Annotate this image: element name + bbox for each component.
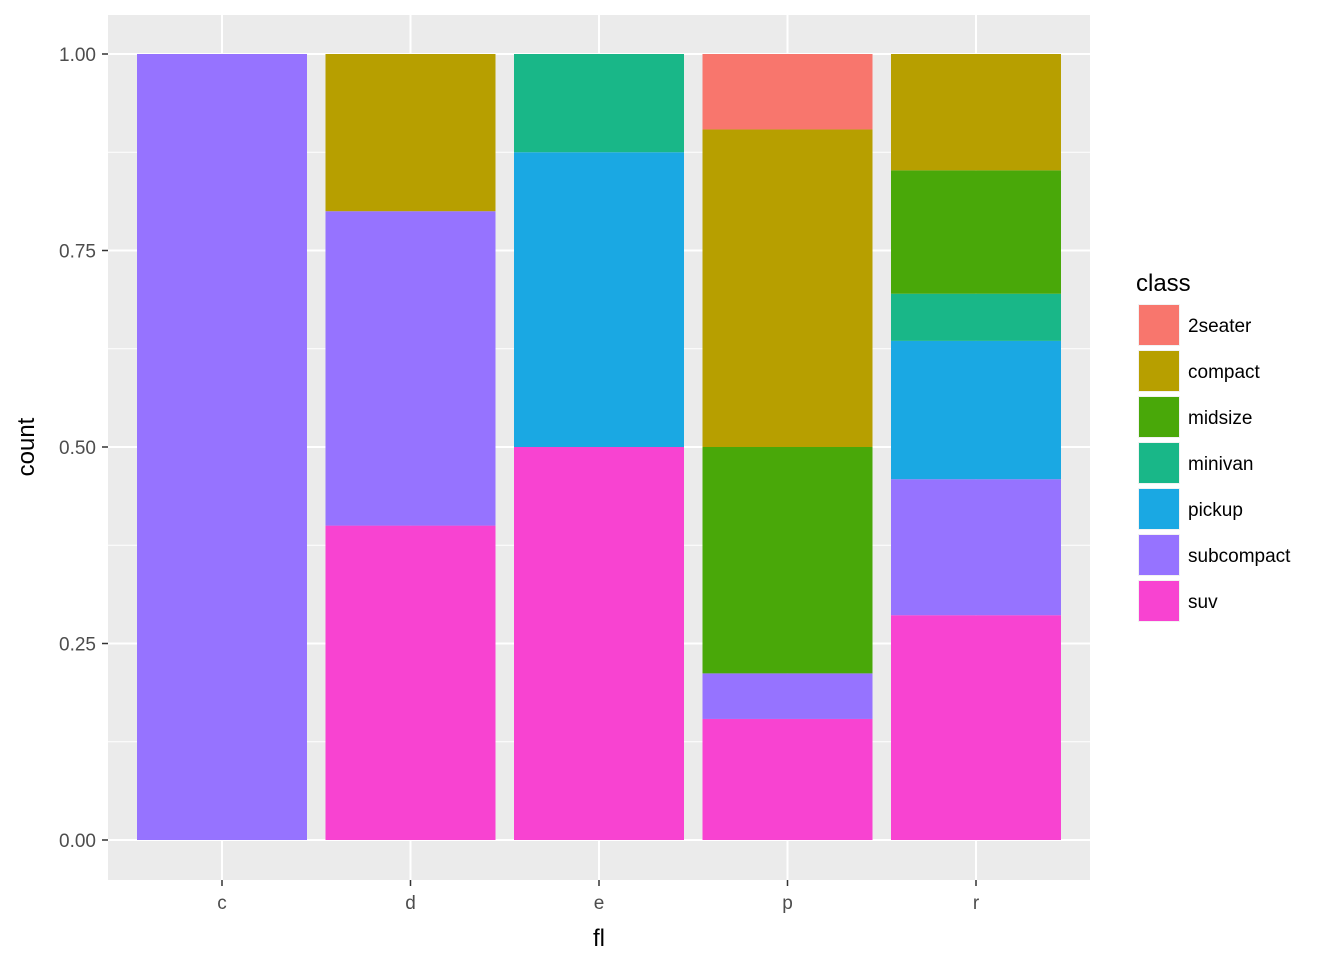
bar-segment-c-subcompact — [137, 54, 307, 840]
y-tick-label: 0.50 — [59, 438, 96, 459]
y-tick-label: 1.00 — [59, 45, 96, 66]
legend-label-2seater: 2seater — [1188, 316, 1252, 337]
bars — [137, 54, 1061, 840]
x-tick-label: e — [594, 893, 605, 914]
y-tick-label: 0.00 — [59, 831, 96, 852]
bar-segment-e-pickup — [514, 152, 684, 447]
y-tick-label: 0.25 — [59, 635, 96, 656]
bar-segment-d-suv — [325, 525, 496, 840]
y-axis-title: count — [13, 417, 40, 476]
bar-segment-d-subcompact — [325, 211, 496, 526]
bar-segment-e-minivan — [514, 54, 684, 153]
x-axis-title: fl — [593, 925, 605, 952]
bar-segment-r-suv — [891, 615, 1061, 840]
legend-swatch-2seater — [1139, 305, 1179, 345]
legend-swatch-midsize — [1139, 397, 1179, 437]
legend-label-subcompact: subcompact — [1188, 546, 1291, 567]
legend-swatch-pickup — [1139, 489, 1179, 529]
x-tick-label: p — [782, 893, 793, 914]
y-axis: 0.00 0.25 0.50 0.75 1.00 — [59, 45, 108, 852]
bar-segment-p-compact — [702, 129, 873, 447]
legend-label-pickup: pickup — [1188, 500, 1243, 521]
bar-segment-p-midsize — [702, 447, 873, 674]
bar-segment-r-pickup — [891, 340, 1061, 480]
legend-title: class — [1136, 270, 1191, 297]
legend-label-minivan: minivan — [1188, 454, 1253, 475]
legend-swatch-suv — [1139, 581, 1179, 621]
legend-swatch-minivan — [1139, 443, 1179, 483]
x-tick-label: d — [405, 893, 416, 914]
legend: class 2seater compact midsize minivan pickup… — [1136, 270, 1291, 622]
bar-segment-p-subcompact — [702, 673, 873, 719]
y-tick-label: 0.75 — [59, 242, 96, 263]
bar-segment-r-minivan — [891, 293, 1061, 341]
legend-label-suv: suv — [1188, 592, 1218, 613]
bar-segment-d-compact — [325, 54, 496, 212]
legend-swatch-subcompact — [1139, 535, 1179, 575]
x-tick-label: r — [973, 893, 980, 914]
legend-swatch-compact — [1139, 351, 1179, 391]
bar-segment-p-suv — [702, 718, 873, 840]
bar-segment-r-compact — [891, 54, 1061, 171]
x-tick-label: c — [217, 893, 227, 914]
legend-label-midsize: midsize — [1188, 408, 1252, 429]
bar-segment-r-subcompact — [891, 479, 1061, 616]
bar-segment-p-2seater — [702, 54, 873, 130]
bar-segment-r-midsize — [891, 170, 1061, 294]
legend-label-compact: compact — [1188, 362, 1261, 383]
bar-segment-e-suv — [514, 447, 684, 840]
